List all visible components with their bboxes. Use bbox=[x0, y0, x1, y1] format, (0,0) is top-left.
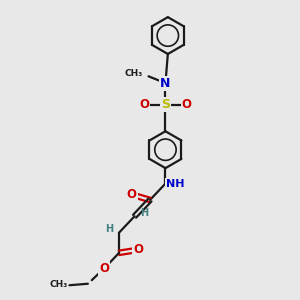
Text: H: H bbox=[106, 224, 114, 234]
Text: O: O bbox=[99, 262, 109, 275]
Text: O: O bbox=[182, 98, 192, 111]
Text: N: N bbox=[160, 76, 171, 90]
Text: O: O bbox=[139, 98, 149, 111]
Text: NH: NH bbox=[166, 178, 184, 189]
Text: H: H bbox=[140, 208, 148, 218]
Text: CH₃: CH₃ bbox=[124, 69, 142, 78]
Text: O: O bbox=[127, 188, 136, 201]
Text: CH₃: CH₃ bbox=[50, 280, 68, 289]
Text: O: O bbox=[134, 243, 143, 256]
Text: S: S bbox=[161, 98, 170, 111]
